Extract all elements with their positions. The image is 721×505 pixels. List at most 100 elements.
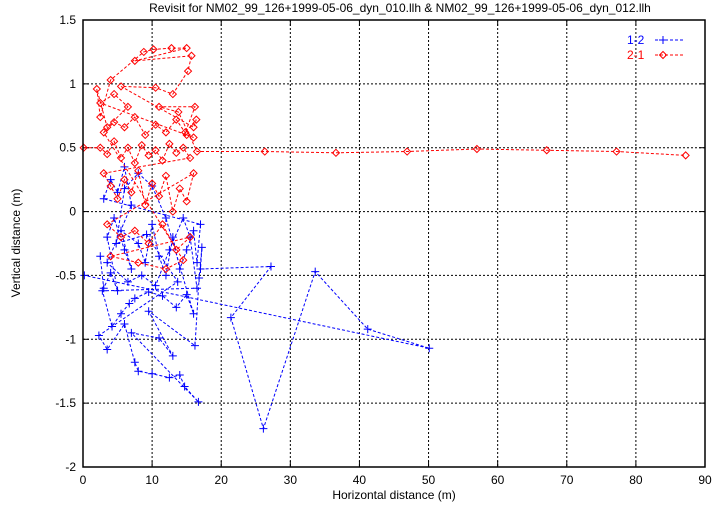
x-tick-label: 10 [145, 473, 159, 487]
data-point [187, 51, 196, 60]
data-point [179, 143, 188, 152]
data-point [134, 166, 143, 175]
data-point [175, 265, 184, 274]
data-point [180, 382, 189, 391]
data-point [183, 66, 193, 76]
data-point [106, 75, 115, 85]
data-point [117, 309, 126, 318]
grid [82, 19, 706, 468]
data-point [98, 286, 107, 295]
data-point [363, 325, 372, 334]
data-point [189, 226, 198, 235]
data-point [612, 147, 621, 156]
data-point [168, 89, 178, 99]
data-point [192, 147, 202, 156]
data-point [144, 307, 153, 316]
series-2-1 [79, 43, 690, 274]
y-tick-label: 0 [69, 205, 76, 219]
data-point [99, 128, 108, 137]
series-layer [79, 43, 690, 433]
x-tick-label: 50 [422, 473, 436, 487]
legend-label: 1-2 [627, 33, 645, 47]
data-point [120, 123, 129, 132]
data-point [137, 271, 146, 280]
data-point [173, 277, 182, 286]
data-point [172, 303, 181, 312]
data-point [130, 294, 139, 303]
data-point [127, 201, 136, 210]
data-point [137, 140, 146, 150]
x-axis-label: Horizontal distance (m) [332, 488, 455, 502]
legend-label: 2-1 [627, 48, 645, 62]
data-point [148, 369, 157, 378]
data-point [123, 102, 133, 112]
data-point [92, 84, 102, 94]
data-point [175, 184, 184, 193]
data-point [195, 273, 204, 282]
data-point [113, 286, 122, 295]
x-tick-label: 40 [353, 473, 367, 487]
data-point [155, 334, 164, 343]
data-point [196, 265, 205, 274]
data-point [165, 373, 174, 382]
legend: 1-22-1 [627, 33, 683, 62]
data-point [130, 158, 140, 168]
data-point [94, 331, 103, 340]
data-point [161, 128, 171, 137]
data-point [311, 267, 320, 276]
data-point [185, 232, 195, 242]
data-point [189, 309, 198, 318]
data-point [259, 424, 268, 433]
data-point [161, 171, 171, 181]
data-point [165, 245, 174, 254]
data-point [108, 322, 117, 331]
plot-frame [82, 19, 706, 468]
data-point [127, 265, 136, 274]
data-point [116, 82, 126, 91]
data-point [472, 144, 482, 154]
data-point [134, 258, 143, 267]
data-point [96, 143, 105, 152]
data-point [197, 243, 206, 252]
y-tick-label: -2 [65, 460, 76, 474]
data-point [106, 181, 115, 191]
data-point [179, 255, 188, 265]
data-point [182, 130, 191, 140]
y-tick-label: -1.5 [55, 396, 76, 410]
x-tick-label: 90 [698, 473, 712, 487]
x-tick-label: 70 [560, 473, 574, 487]
data-point [130, 358, 139, 367]
data-point [123, 277, 132, 286]
series-line [84, 166, 430, 431]
data-point [96, 112, 105, 122]
data-point [168, 207, 178, 216]
data-point [125, 299, 134, 308]
data-point [144, 239, 153, 248]
data-point [120, 245, 129, 254]
data-point [266, 262, 275, 271]
data-point [182, 290, 191, 299]
data-point [102, 149, 112, 159]
y-axis-label: Vertical distance (m) [9, 189, 23, 298]
data-point [158, 220, 167, 229]
data-point [161, 213, 170, 222]
data-point [165, 139, 174, 149]
data-point [167, 43, 176, 53]
data-point [147, 179, 157, 188]
data-point [154, 192, 164, 201]
data-point [193, 258, 202, 267]
data-point [174, 107, 183, 117]
data-point [189, 169, 198, 178]
x-tick-label: 80 [629, 473, 643, 487]
y-tick-label: -0.5 [55, 268, 76, 282]
data-point [116, 153, 126, 163]
data-point [151, 120, 160, 129]
data-point [127, 188, 136, 197]
legend-marker [659, 36, 667, 44]
data-point [189, 133, 198, 142]
data-point [102, 123, 112, 132]
data-point [106, 252, 115, 261]
data-point [189, 123, 198, 132]
data-point [109, 137, 119, 146]
